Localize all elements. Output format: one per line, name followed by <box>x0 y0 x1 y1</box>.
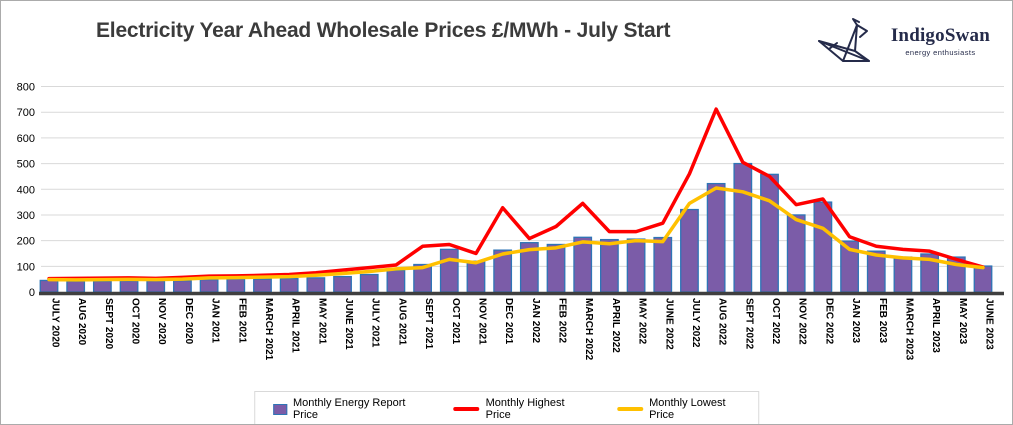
legend-label: Monthly Lowest Price <box>649 397 726 421</box>
svg-text:700: 700 <box>17 107 35 119</box>
svg-text:DEC 2021: DEC 2021 <box>503 298 514 345</box>
svg-text:SEPT 2020: SEPT 2020 <box>103 298 114 350</box>
svg-text:SEPT 2022: SEPT 2022 <box>743 298 754 350</box>
svg-text:AUG 2022: AUG 2022 <box>717 298 728 346</box>
svg-text:MARCH 2021: MARCH 2021 <box>263 298 274 361</box>
legend-item-report-price: Monthly Energy Report Price <box>272 397 416 421</box>
svg-text:SEPT 2021: SEPT 2021 <box>423 298 434 350</box>
svg-text:0: 0 <box>29 287 35 299</box>
svg-text:OCT 2020: OCT 2020 <box>130 298 141 345</box>
chart-legend: Monthly Energy Report Price Monthly High… <box>253 391 760 424</box>
svg-text:AUG 2021: AUG 2021 <box>396 298 407 346</box>
svg-text:600: 600 <box>17 133 35 145</box>
svg-text:OCT 2022: OCT 2022 <box>770 298 781 345</box>
svg-text:OCT 2021: OCT 2021 <box>450 298 461 345</box>
svg-text:NOV 2020: NOV 2020 <box>156 298 167 345</box>
svg-text:FEB 2021: FEB 2021 <box>236 298 247 343</box>
svg-text:500: 500 <box>17 159 35 171</box>
svg-text:FEB 2022: FEB 2022 <box>557 298 568 343</box>
svg-text:800: 800 <box>17 82 35 94</box>
svg-text:100: 100 <box>17 261 35 273</box>
legend-item-lowest-price: Monthly Lowest Price <box>616 397 740 421</box>
logo-name: IndigoSwan <box>890 25 990 46</box>
chart-title: Electricity Year Ahead Wholesale Prices … <box>96 19 671 42</box>
svg-text:APRIL 2022: APRIL 2022 <box>610 298 621 353</box>
svg-text:JULY 2020: JULY 2020 <box>50 298 61 348</box>
svg-text:APRIL 2023: APRIL 2023 <box>930 298 941 353</box>
origami-swan-icon <box>815 11 881 72</box>
svg-text:NOV 2021: NOV 2021 <box>476 298 487 345</box>
svg-text:JULY 2022: JULY 2022 <box>690 298 701 348</box>
logo-text-block: IndigoSwan energy enthusiasts <box>891 26 990 57</box>
legend-item-highest-price: Monthly Highest Price <box>453 397 578 421</box>
svg-text:AUG 2020: AUG 2020 <box>76 298 87 346</box>
svg-text:DEC 2022: DEC 2022 <box>823 298 834 345</box>
svg-text:300: 300 <box>17 210 35 222</box>
svg-text:JAN 2023: JAN 2023 <box>850 298 861 343</box>
svg-text:JUNE 2023: JUNE 2023 <box>984 298 995 350</box>
svg-text:FEB 2023: FEB 2023 <box>877 298 888 343</box>
svg-text:JULY 2021: JULY 2021 <box>370 298 381 348</box>
price-chart: 0 100 200 300 400 500 600 700 800 JULY 2020 AUG 20… <box>17 82 1004 361</box>
svg-text:MAY 2022: MAY 2022 <box>637 298 648 345</box>
svg-text:JAN 2022: JAN 2022 <box>530 298 541 343</box>
svg-text:MAY 2023: MAY 2023 <box>957 298 968 345</box>
svg-text:400: 400 <box>17 184 35 196</box>
logo-tagline: energy enthusiasts <box>905 48 976 57</box>
svg-text:MARCH 2023: MARCH 2023 <box>903 298 914 361</box>
report-price-bar-swatch <box>272 403 287 415</box>
svg-text:MARCH 2022: MARCH 2022 <box>583 298 594 361</box>
legend-label: Monthly Highest Price <box>485 397 565 421</box>
svg-text:JUNE 2022: JUNE 2022 <box>663 298 674 350</box>
highest-price-line-swatch <box>453 407 480 411</box>
svg-text:JUNE 2021: JUNE 2021 <box>343 298 354 350</box>
svg-text:NOV 2022: NOV 2022 <box>797 298 808 345</box>
lowest-price-line-swatch <box>616 407 644 411</box>
indigoswan-logo: IndigoSwan energy enthusiasts <box>815 11 990 72</box>
svg-text:200: 200 <box>17 236 35 248</box>
svg-text:MAY 2021: MAY 2021 <box>316 298 327 345</box>
legend-label: Monthly Energy Report Price <box>292 397 406 421</box>
svg-text:JAN 2021: JAN 2021 <box>210 298 221 343</box>
svg-text:APRIL 2021: APRIL 2021 <box>290 298 301 353</box>
svg-text:DEC 2020: DEC 2020 <box>183 298 194 345</box>
